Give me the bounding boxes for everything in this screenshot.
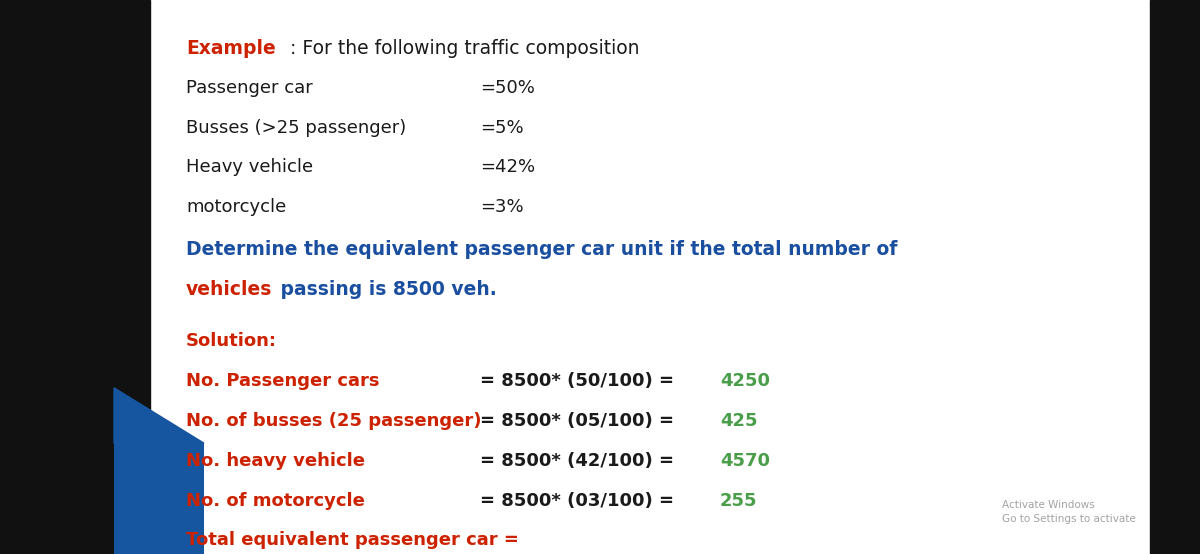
FancyBboxPatch shape xyxy=(114,443,204,554)
Text: : For the following traffic composition: : For the following traffic composition xyxy=(284,39,640,58)
Text: No. of busses (25 passenger): No. of busses (25 passenger) xyxy=(186,412,481,430)
Text: No. heavy vehicle: No. heavy vehicle xyxy=(186,452,365,470)
Text: vehicles: vehicles xyxy=(186,280,272,299)
Text: Activate Windows
Go to Settings to activate: Activate Windows Go to Settings to activ… xyxy=(1002,500,1135,524)
Text: =50%: =50% xyxy=(480,79,535,96)
Text: =5%: =5% xyxy=(480,119,523,136)
Bar xyxy=(1150,0,1200,554)
Text: = 8500* (03/100) =: = 8500* (03/100) = xyxy=(480,491,674,510)
Text: 4570: 4570 xyxy=(720,452,770,470)
Text: =3%: =3% xyxy=(480,198,523,216)
Text: Example: Example xyxy=(186,39,276,58)
Text: = 8500* (42/100) =: = 8500* (42/100) = xyxy=(480,452,674,470)
Text: 425: 425 xyxy=(720,412,757,430)
Text: 4250: 4250 xyxy=(720,372,770,390)
Text: No. Passenger cars: No. Passenger cars xyxy=(186,372,379,390)
Text: Passenger car: Passenger car xyxy=(186,79,313,96)
Polygon shape xyxy=(114,388,204,443)
Text: =42%: =42% xyxy=(480,158,535,176)
Text: Total equivalent passenger car =: Total equivalent passenger car = xyxy=(186,531,518,550)
Text: Busses (>25 passenger): Busses (>25 passenger) xyxy=(186,119,407,136)
Text: passing is 8500 veh.: passing is 8500 veh. xyxy=(274,280,497,299)
Text: 255: 255 xyxy=(720,491,757,510)
Bar xyxy=(0,0,150,554)
Text: Heavy vehicle: Heavy vehicle xyxy=(186,158,313,176)
Text: = 8500* (50/100) =: = 8500* (50/100) = xyxy=(480,372,674,390)
Text: Determine the equivalent passenger car unit if the total number of: Determine the equivalent passenger car u… xyxy=(186,240,898,259)
Text: = 8500* (05/100) =: = 8500* (05/100) = xyxy=(480,412,674,430)
Text: Solution:: Solution: xyxy=(186,332,277,350)
Text: No. of motorcycle: No. of motorcycle xyxy=(186,491,365,510)
Text: motorcycle: motorcycle xyxy=(186,198,287,216)
